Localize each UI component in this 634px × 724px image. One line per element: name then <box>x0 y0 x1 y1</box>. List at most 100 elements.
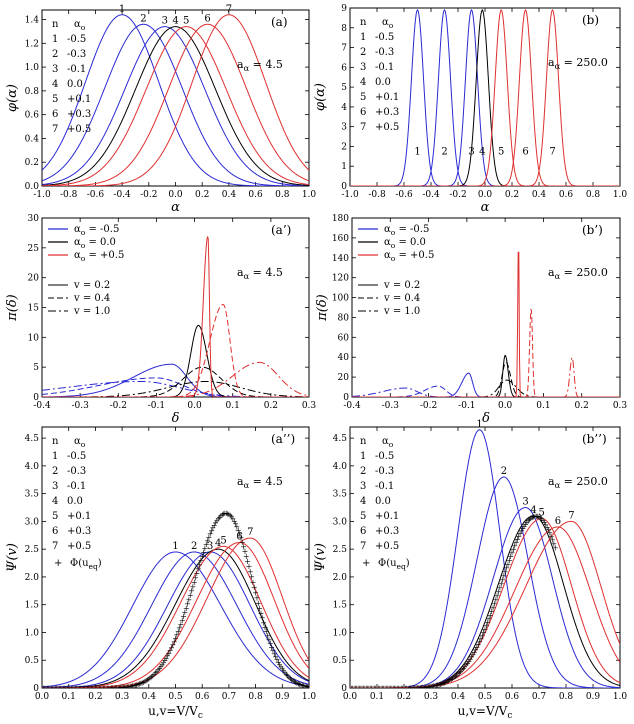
legend-alpha0: -0.3 <box>67 49 86 60</box>
legend-n: 3 <box>52 481 58 492</box>
marker-point: + <box>256 604 263 613</box>
marker-point: + <box>394 684 401 693</box>
marker-point: + <box>505 560 512 569</box>
marker-point: + <box>153 667 160 676</box>
marker-point: + <box>202 544 209 553</box>
legend-alpha0: +0.1 <box>375 511 399 522</box>
legend-header-n: n <box>52 436 59 447</box>
curve-label: 2 <box>140 13 146 24</box>
y-tick-label: 0.5 <box>333 656 348 666</box>
marker-point: + <box>41 684 48 693</box>
marker-point: + <box>452 672 459 681</box>
x-axis-label: δ <box>482 411 490 426</box>
marker-point: + <box>155 666 162 675</box>
marker-point: + <box>128 682 135 691</box>
y-tick-label: 20 <box>28 274 40 284</box>
x-tick-label: 0.0 <box>35 692 50 702</box>
marker-point: + <box>132 681 139 690</box>
curves <box>42 236 309 397</box>
marker-point: + <box>513 538 520 547</box>
marker-point: + <box>449 674 456 683</box>
legend-alpha0: 0.0 <box>67 79 83 90</box>
marker-point: + <box>296 680 303 689</box>
legend-n: 5 <box>52 511 58 522</box>
y-tick-label: 1.0 <box>333 628 348 638</box>
marker-point: + <box>370 684 377 693</box>
legend-n: 4 <box>52 496 58 507</box>
marker-point: + <box>299 681 306 690</box>
marker-point: + <box>176 624 183 633</box>
marker-point: + <box>44 684 51 693</box>
y-tick-label: 1.0 <box>25 63 40 73</box>
marker-point: + <box>43 684 50 693</box>
marker-point: + <box>398 684 405 693</box>
marker-point: + <box>147 674 154 683</box>
marker-point: + <box>248 573 255 582</box>
x-tick-label: 0.9 <box>275 692 290 702</box>
marker-point: + <box>451 673 458 682</box>
legend-alpha0: -0.1 <box>375 481 394 492</box>
marker-point: + <box>164 651 171 660</box>
marker-point: + <box>347 684 354 693</box>
legend-v-label: v = 0.2 <box>73 280 110 291</box>
legend-alpha0: +0.3 <box>375 107 399 118</box>
marker-point: + <box>242 547 249 556</box>
marker-point: + <box>542 520 549 529</box>
marker-point: + <box>399 684 406 693</box>
marker-point: + <box>295 679 302 688</box>
marker-point: + <box>115 683 122 692</box>
marker-point: + <box>279 665 286 674</box>
marker-point: + <box>109 684 116 693</box>
marker-point: + <box>100 684 107 693</box>
marker-point: + <box>282 668 289 677</box>
legend-v-label: v = 1.0 <box>383 306 420 317</box>
marker-point: + <box>518 527 525 536</box>
panel-label: (a) <box>271 15 288 29</box>
panel-label: (a’’) <box>271 432 295 446</box>
curve-label: 7 <box>247 527 253 538</box>
a-alpha-annotation: aα = 4.5 <box>237 266 283 281</box>
legend-n: 5 <box>360 511 366 522</box>
y-axis-label: φ(α) <box>313 83 328 111</box>
legend-alpha0: -0.3 <box>375 47 394 58</box>
x-tick-label: 0.4 <box>142 692 157 702</box>
marker-legend-label: Φ(ueq) <box>378 558 410 571</box>
x-axis-label: u,v=V/Vc <box>458 704 513 721</box>
x-tick-label: 0.1 <box>226 401 240 411</box>
marker-point: + <box>258 609 265 618</box>
marker-point: + <box>445 676 452 685</box>
marker-point: + <box>405 684 412 693</box>
x-tick-label: 0.2 <box>195 190 209 200</box>
marker-point: + <box>379 684 386 693</box>
panel-a-dprime: 0.0 0.1 0.2 0.3 0.4 0.5 0.6 0.7 0.8 0.9 1.0 0 0.5 1.0… <box>5 426 316 721</box>
marker-point: + <box>192 573 199 582</box>
legend-n: 1 <box>360 32 366 43</box>
marker-point: + <box>171 637 178 646</box>
marker-point: + <box>546 529 553 538</box>
marker-point: + <box>97 684 104 693</box>
legend-n: 1 <box>52 451 58 462</box>
panel-b-dprime: 0.0 0.1 0.2 0.3 0.4 0.5 0.6 0.7 0.8 0.9 1.0 0 0.5 1.0… <box>313 419 627 721</box>
y-axis-label: φ(α) <box>5 84 20 112</box>
x-tick-label: 0.7 <box>222 692 237 702</box>
marker-point: + <box>509 549 516 558</box>
marker-point: + <box>487 611 494 620</box>
legend-header-n: n <box>360 17 367 28</box>
marker-point: + <box>517 529 524 538</box>
marker-point: + <box>457 667 464 676</box>
marker-point: + <box>391 684 398 693</box>
marker-point: + <box>453 671 460 680</box>
legend-header-n: n <box>360 436 367 447</box>
marker-point: + <box>244 557 251 566</box>
legend-alpha0: +0.5 <box>67 124 91 135</box>
marker-point: + <box>387 684 394 693</box>
x-tick-label: -0.4 <box>343 401 361 411</box>
y-axis-label: Ψ(v) <box>5 543 20 572</box>
y-tick-label: 60 <box>338 333 350 343</box>
marker-point: + <box>156 664 163 673</box>
marker-point: + <box>219 510 226 519</box>
x-tick-label: 1.0 <box>613 190 628 200</box>
legend-n: 5 <box>52 94 58 105</box>
y-tick-label: 0 <box>341 684 347 694</box>
series-line-red-dashed <box>42 304 309 397</box>
